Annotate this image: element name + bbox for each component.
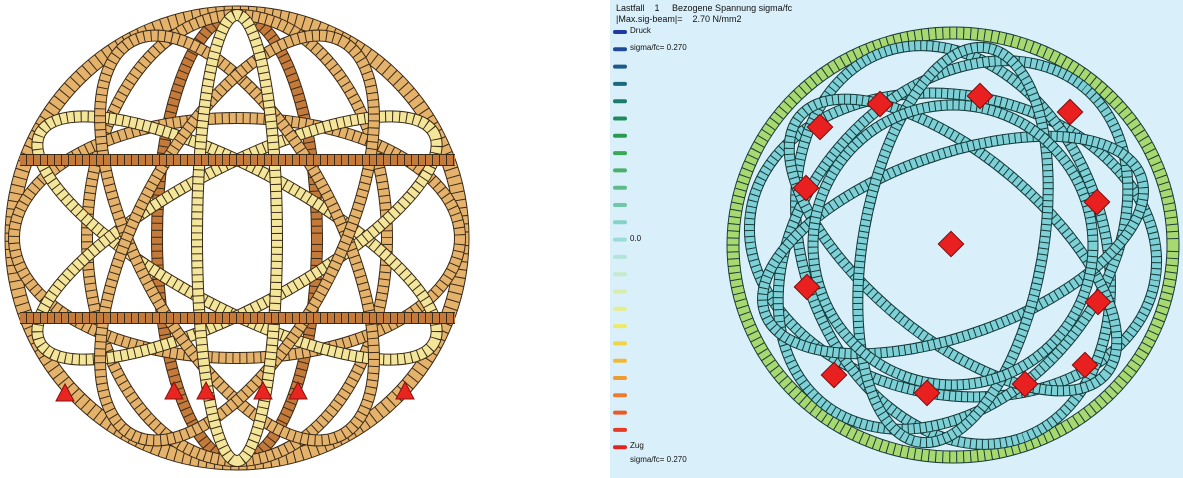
beam-ring [95, 30, 379, 446]
legend-label: Druck [630, 26, 651, 35]
legend-swatch [613, 30, 627, 34]
square-node-icon [806, 113, 834, 141]
beam-ring [808, 100, 1098, 390]
legend-swatch [613, 220, 627, 225]
triangle-support-icon [196, 380, 216, 400]
beam-ring [9, 113, 465, 363]
triangle-support-icon [288, 380, 308, 400]
legend-swatch [613, 151, 627, 156]
legend-swatch [613, 410, 627, 415]
beam-ring [95, 30, 379, 446]
max-stress-header: |Max.sig-beam|= 2.70 N/mm2 [616, 14, 742, 24]
square-node-icon [1083, 188, 1111, 216]
right-gridshell-drawing [726, 26, 1180, 464]
square-node-icon [913, 379, 941, 407]
left-gridshell-drawing [4, 5, 470, 471]
square-node-icon [1071, 351, 1099, 379]
right-stress-view: Lastfall 1 Bezogene Spannung sigma/fc |M… [610, 0, 1183, 478]
legend-swatch [613, 99, 627, 104]
beam-ring [773, 56, 1133, 434]
legend-swatch [613, 116, 627, 121]
legend-swatch [613, 237, 627, 242]
triangle-support-icon [395, 380, 415, 400]
legend-swatch [613, 133, 627, 138]
square-node-icon [1084, 288, 1112, 316]
legend-swatch [613, 168, 627, 173]
legend-swatch [613, 47, 627, 52]
legend-label: sigma/fc= 0.270 [630, 455, 687, 465]
legend-swatch [613, 185, 627, 190]
beam-ring [758, 131, 1148, 359]
legend-swatches [613, 30, 627, 450]
left-structure-view [4, 5, 470, 471]
square-node-icon [820, 361, 848, 389]
legend-swatch [613, 254, 627, 259]
square-node-icon [792, 174, 820, 202]
legend-swatch [613, 445, 627, 450]
beam-ring [784, 94, 1122, 396]
legend-label: Zug [630, 441, 644, 451]
legend-swatch [613, 81, 627, 86]
square-node-icon [1056, 98, 1084, 126]
legend-label: sigma/fc= 0.270 [630, 43, 687, 53]
square-node-icon [793, 273, 821, 301]
legend-swatch [613, 289, 627, 294]
legend-label: 0.0 [630, 233, 642, 243]
square-node-icon [966, 82, 994, 110]
legend-swatch [613, 393, 627, 398]
triangle-support-icon [55, 382, 75, 402]
legend-swatch [613, 324, 627, 329]
beam-ring [853, 42, 1053, 448]
legend-swatch [613, 203, 627, 207]
legend-swatch [613, 358, 627, 363]
square-node-icon [1011, 370, 1039, 398]
boundary-beam [727, 27, 1179, 463]
legend-swatch [613, 272, 627, 277]
square-node-icon [937, 230, 965, 258]
legend-swatch [613, 64, 627, 69]
legend-swatch [613, 427, 627, 432]
triangle-support-icon [164, 380, 184, 400]
load-case-header: Lastfall 1 Bezogene Spannung sigma/fc [616, 3, 793, 13]
beam-ring [192, 10, 282, 466]
legend-swatch [613, 306, 627, 311]
square-node-icon [866, 90, 894, 118]
triangle-support-icon [253, 380, 273, 400]
legend-swatch [613, 341, 627, 346]
legend-swatch [613, 376, 627, 380]
